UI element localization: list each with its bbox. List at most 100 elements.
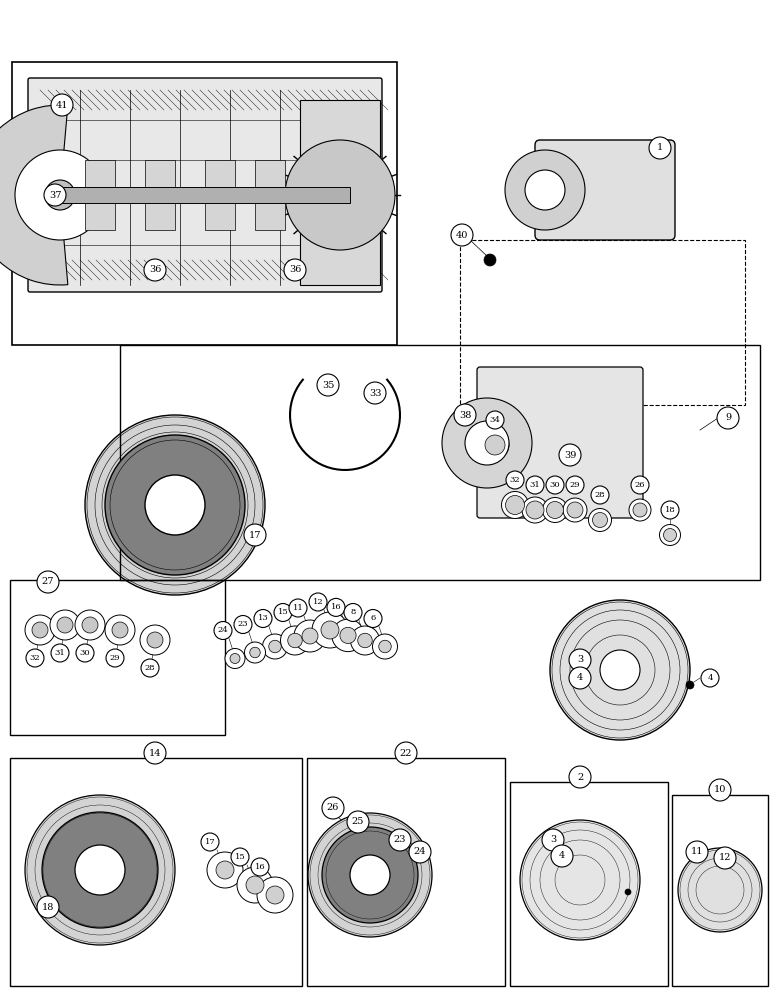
Text: 24: 24: [414, 848, 426, 856]
Text: 23: 23: [238, 620, 249, 629]
Text: 6: 6: [371, 614, 376, 622]
Circle shape: [76, 644, 94, 662]
Circle shape: [709, 779, 731, 801]
Circle shape: [201, 833, 219, 851]
Circle shape: [569, 667, 591, 689]
Text: 40: 40: [455, 231, 468, 239]
Circle shape: [245, 642, 266, 663]
Circle shape: [85, 415, 265, 595]
Circle shape: [588, 508, 611, 532]
Circle shape: [75, 845, 125, 895]
Circle shape: [364, 382, 386, 404]
Circle shape: [481, 431, 509, 459]
Circle shape: [600, 650, 640, 690]
Text: 33: 33: [369, 388, 381, 397]
Circle shape: [274, 603, 292, 621]
Circle shape: [486, 411, 504, 429]
Bar: [307, 758, 505, 986]
Circle shape: [442, 398, 532, 488]
Circle shape: [465, 421, 509, 465]
Circle shape: [633, 503, 647, 517]
Circle shape: [389, 829, 411, 851]
FancyBboxPatch shape: [28, 78, 382, 292]
Circle shape: [288, 633, 303, 648]
Wedge shape: [0, 105, 68, 285]
Circle shape: [312, 612, 348, 648]
Circle shape: [246, 876, 264, 894]
Text: 31: 31: [55, 649, 66, 657]
Circle shape: [269, 640, 281, 653]
Text: 32: 32: [29, 654, 40, 662]
FancyBboxPatch shape: [477, 367, 643, 518]
Circle shape: [234, 615, 252, 634]
Circle shape: [105, 435, 245, 575]
Text: 18: 18: [665, 506, 676, 514]
Text: 15: 15: [278, 608, 289, 616]
Text: 8: 8: [350, 608, 356, 616]
Circle shape: [451, 224, 473, 246]
Circle shape: [563, 498, 587, 522]
Text: 25: 25: [352, 818, 364, 826]
Text: 10: 10: [714, 786, 726, 794]
Circle shape: [15, 150, 105, 240]
Text: 30: 30: [80, 649, 90, 657]
Circle shape: [350, 626, 380, 655]
Circle shape: [32, 622, 48, 638]
Circle shape: [207, 852, 243, 888]
Circle shape: [141, 659, 159, 677]
Bar: [300, 100, 380, 285]
Circle shape: [332, 619, 364, 652]
Circle shape: [686, 681, 694, 689]
Bar: [120, 345, 760, 580]
Circle shape: [649, 137, 671, 159]
Circle shape: [322, 797, 344, 819]
Circle shape: [231, 848, 249, 866]
Circle shape: [502, 491, 529, 518]
Circle shape: [112, 622, 128, 638]
Circle shape: [344, 603, 362, 621]
Text: 26: 26: [635, 481, 645, 489]
Circle shape: [592, 512, 608, 528]
Circle shape: [321, 621, 339, 639]
Circle shape: [82, 617, 98, 633]
Circle shape: [659, 524, 680, 546]
Text: 17: 17: [205, 838, 215, 846]
Text: 4: 4: [559, 852, 565, 860]
Circle shape: [379, 640, 391, 653]
Circle shape: [230, 654, 240, 664]
Text: 17: 17: [249, 530, 261, 540]
Text: 24: 24: [218, 626, 229, 635]
Circle shape: [37, 571, 59, 593]
Circle shape: [225, 648, 245, 668]
Circle shape: [559, 444, 581, 466]
Circle shape: [525, 170, 565, 210]
Circle shape: [250, 647, 260, 658]
Text: 38: 38: [459, 410, 471, 420]
Circle shape: [661, 501, 679, 519]
Circle shape: [266, 886, 284, 904]
Circle shape: [294, 620, 326, 652]
Circle shape: [551, 845, 573, 867]
Text: 18: 18: [42, 902, 54, 912]
Text: 14: 14: [149, 748, 161, 758]
Circle shape: [327, 598, 345, 616]
Circle shape: [550, 600, 690, 740]
Bar: [205, 160, 235, 230]
Bar: [510, 782, 668, 986]
Circle shape: [678, 848, 762, 932]
Circle shape: [50, 610, 80, 640]
Circle shape: [347, 811, 369, 833]
Circle shape: [543, 497, 567, 522]
Text: 12: 12: [719, 854, 731, 862]
Text: 15: 15: [235, 853, 245, 861]
Circle shape: [569, 766, 591, 788]
Circle shape: [317, 374, 339, 396]
Circle shape: [308, 813, 432, 937]
Text: 23: 23: [394, 836, 406, 844]
Circle shape: [144, 742, 166, 764]
Circle shape: [214, 621, 232, 640]
Circle shape: [591, 486, 609, 504]
Circle shape: [322, 827, 418, 923]
Circle shape: [625, 889, 631, 895]
Bar: [85, 160, 115, 230]
